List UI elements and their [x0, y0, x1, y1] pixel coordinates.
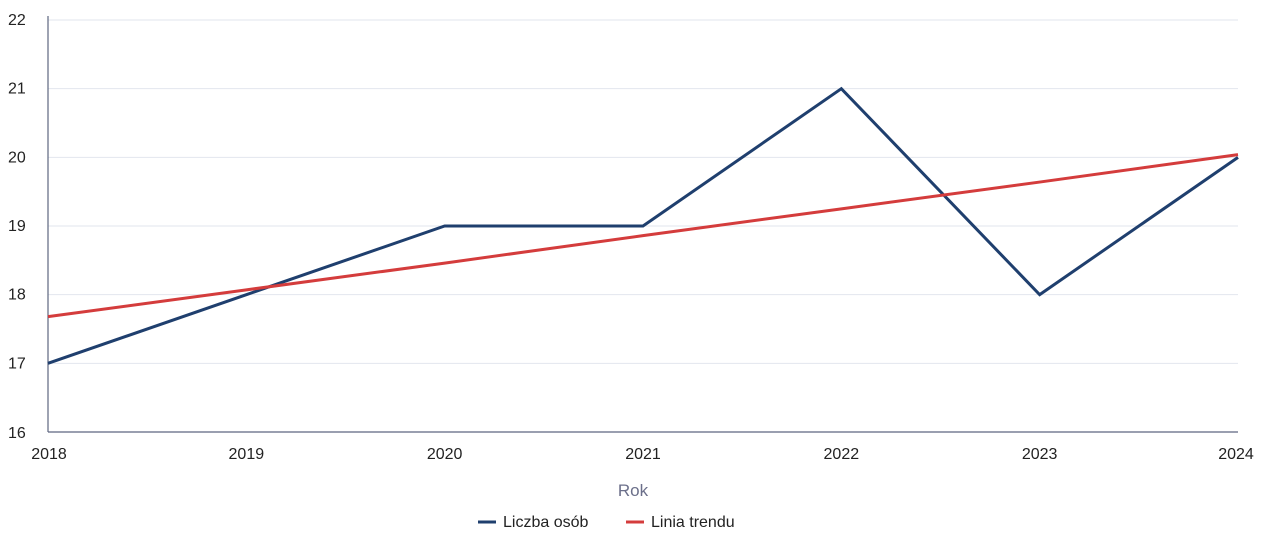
- legend-label-1: Linia trendu: [651, 514, 735, 531]
- x-tick-label: 2024: [1218, 446, 1254, 463]
- y-tick-label: 16: [8, 425, 26, 442]
- x-tick-label: 2022: [824, 446, 860, 463]
- x-tick-label: 2021: [625, 446, 661, 463]
- series-line-0: [47, 86, 1239, 365]
- y-tick-label: 22: [8, 12, 26, 29]
- x-tick-label: 2018: [31, 446, 67, 463]
- y-tick-label: 19: [8, 218, 26, 235]
- x-tick-label: 2020: [427, 446, 463, 463]
- x-tick-label: 2023: [1022, 446, 1058, 463]
- legend-label-0: Liczba osób: [503, 514, 588, 531]
- x-axis-title: Rok: [618, 481, 649, 500]
- axis-layer: [47, 16, 1238, 433]
- grid-layer: [48, 19, 1238, 364]
- y-tick-label: 17: [8, 355, 26, 372]
- y-tick-label: 21: [8, 81, 26, 98]
- x-tick-label: 2019: [229, 446, 265, 463]
- y-tick-label: 18: [8, 287, 26, 304]
- y-tick-label: 20: [8, 149, 26, 166]
- series-line-1: [47, 153, 1239, 319]
- legend: Liczba osób Linia trendu: [478, 514, 735, 531]
- series-layer: [47, 86, 1239, 365]
